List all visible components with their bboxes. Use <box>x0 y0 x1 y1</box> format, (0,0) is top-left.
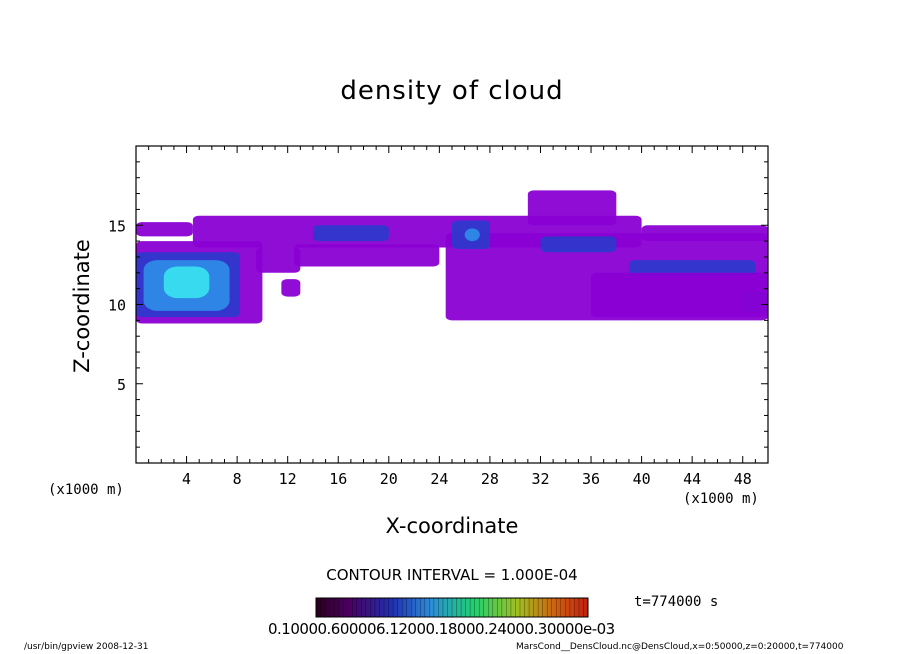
cloud-region-15 <box>628 260 756 276</box>
cloud-region-10 <box>312 225 389 242</box>
x-tick-label: 48 <box>734 470 752 488</box>
y-tick-label: 15 <box>108 217 126 235</box>
x-unit-label-left: (x1000 m) <box>48 482 124 498</box>
axis-ticks <box>135 145 769 464</box>
cloud-region-17 <box>527 190 617 226</box>
x-tick-label: 24 <box>430 470 448 488</box>
x-tick-label: 4 <box>182 470 191 488</box>
x-tick-label: 44 <box>683 470 701 488</box>
cloud-region-6 <box>163 266 210 299</box>
colorbar-tick-labels: 0.10000.600006.12000.18000.24000.30000e-… <box>268 620 615 638</box>
x-tick-label: 28 <box>481 470 499 488</box>
x-tick-label: 20 <box>380 470 398 488</box>
cloud-density-field <box>136 190 768 324</box>
x-unit-label-right: (x1000 m) <box>683 491 759 507</box>
footer-source: MarsCond__DensCloud.nc@DensCloud,x=0:500… <box>516 642 844 652</box>
cloud-region-7 <box>256 247 301 273</box>
x-tick-label: 36 <box>582 470 600 488</box>
x-tick-label: 16 <box>329 470 347 488</box>
y-tick-label: 10 <box>108 297 126 315</box>
time-label: t=774000 s <box>634 594 719 610</box>
colorbar <box>315 597 589 618</box>
x-axis-label: X-coordinate <box>385 514 519 538</box>
x-tick-label: 8 <box>233 470 242 488</box>
footer-program-date: /usr/bin/gpview 2008-12-31 <box>24 642 149 652</box>
cloud-region-0 <box>136 222 193 237</box>
colorbar-frame <box>315 597 589 618</box>
cloud-region-14 <box>540 236 617 253</box>
x-tick-label: 32 <box>531 470 549 488</box>
chart-title: density of cloud <box>340 76 564 106</box>
y-tick-label: 5 <box>117 376 126 394</box>
contour-interval-label: CONTOUR INTERVAL = 1.000E-04 <box>326 566 578 584</box>
cloud-region-13 <box>464 228 480 242</box>
x-tick-label: 12 <box>279 470 297 488</box>
y-axis-label: Z-coordinate <box>70 239 94 373</box>
x-tick-label: 40 <box>633 470 651 488</box>
cloud-region-18 <box>591 272 768 318</box>
cloud-region-8 <box>281 279 301 297</box>
cloud-region-9 <box>294 244 440 267</box>
